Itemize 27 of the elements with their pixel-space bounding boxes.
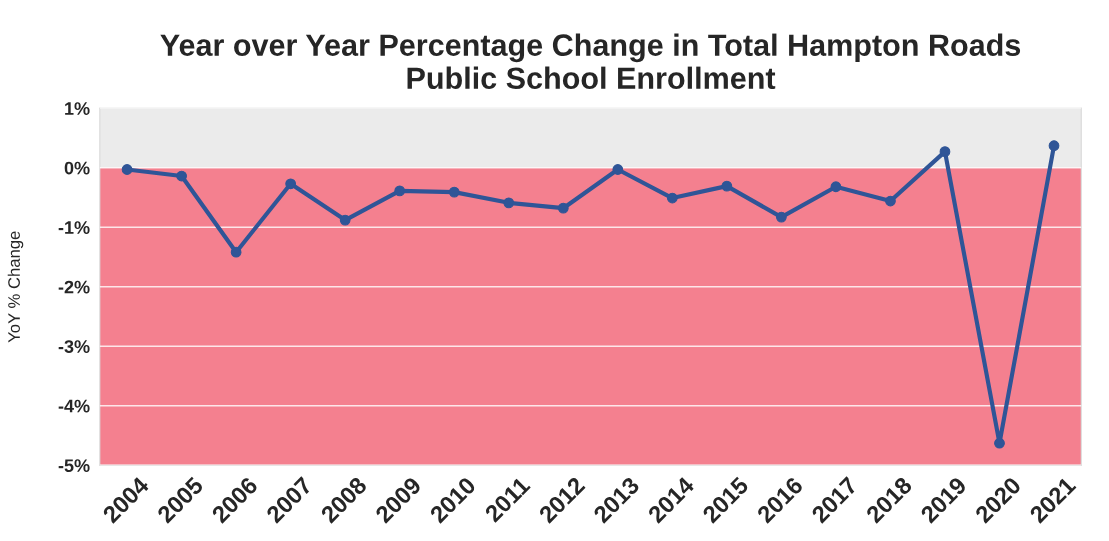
point <box>612 164 624 175</box>
point <box>885 195 896 207</box>
point <box>230 246 242 258</box>
point <box>557 202 569 214</box>
point <box>1048 140 1060 152</box>
y-tick-label: -4% <box>58 399 90 413</box>
point <box>994 437 1005 449</box>
y-tick-label: -5% <box>58 459 90 472</box>
y-tick-label: -2% <box>58 280 90 294</box>
point <box>503 197 515 209</box>
point <box>285 178 297 190</box>
y-tick-label: 1% <box>65 102 90 115</box>
y-tick-label: -3% <box>58 340 90 353</box>
point <box>939 146 951 158</box>
point <box>176 170 187 182</box>
point <box>830 181 842 193</box>
point <box>394 185 406 197</box>
point <box>339 214 351 226</box>
point <box>121 164 133 175</box>
y-axis-title: YoY % Change <box>7 231 24 343</box>
point <box>776 211 787 223</box>
chart-title: Year over Year Percentage Change in Total Hampton Roads Public School Enrollment <box>160 33 1021 90</box>
point <box>721 180 733 192</box>
point <box>666 192 678 204</box>
y-tick-label: 0% <box>64 161 90 175</box>
point <box>448 186 460 198</box>
y-tick-label: -1% <box>58 221 90 234</box>
